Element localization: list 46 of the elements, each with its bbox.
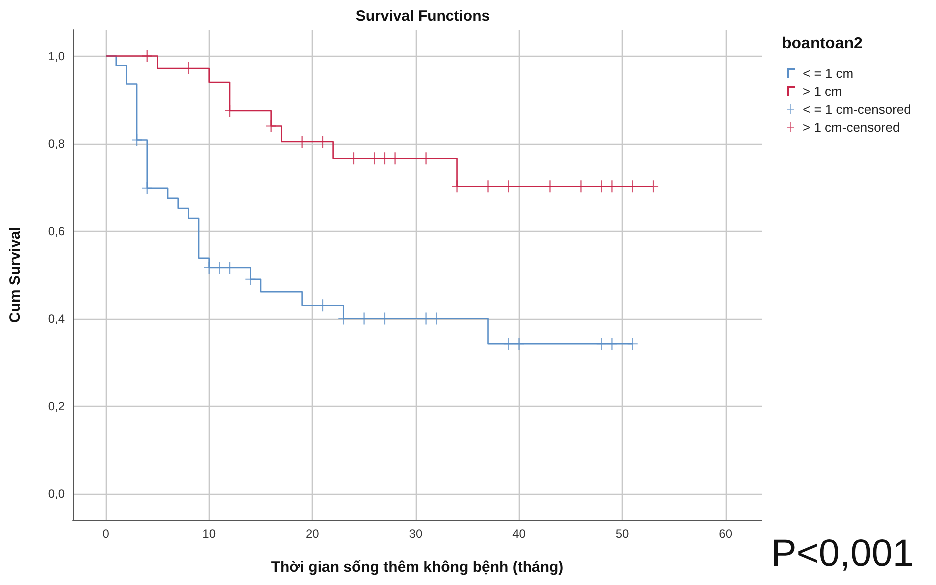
point: [596, 338, 607, 350]
y-axis-title: Cum Survival: [7, 227, 24, 323]
point: [596, 180, 607, 193]
x-tick-label: 40: [512, 527, 526, 541]
y-tick-label: 1,0: [48, 49, 66, 64]
point: [246, 273, 256, 286]
point: [390, 152, 400, 165]
point: [318, 300, 328, 312]
y-tick-label: 0,0: [48, 486, 66, 501]
x-tick-label: 50: [616, 527, 630, 541]
x-tick-label: 30: [409, 527, 423, 541]
x-tick-label: 60: [719, 527, 733, 541]
point: [607, 338, 618, 350]
y-tick-label: 0,8: [48, 136, 66, 151]
chart-title: Survival Functions: [356, 8, 490, 25]
point: [348, 152, 359, 165]
point: [607, 180, 618, 193]
point: [545, 180, 556, 193]
legend-label: > 1 cm-censored: [803, 120, 900, 135]
point: [628, 180, 638, 193]
legend-label: < = 1 cm-censored: [803, 102, 912, 117]
point: [421, 312, 432, 325]
legend-label: < = 1 cm: [803, 66, 854, 81]
legend-label: > 1 cm: [803, 84, 842, 99]
point: [452, 180, 462, 193]
y-tick-label: 0,4: [48, 312, 66, 326]
point: [421, 152, 432, 165]
x-tick-label: 20: [306, 527, 320, 541]
x-tick-label: 10: [202, 527, 216, 541]
point: [483, 180, 494, 193]
point: [628, 338, 638, 350]
y-tick-label: 0,2: [48, 399, 66, 414]
x-axis-title: Thời gian sống thêm không bệnh (tháng): [271, 559, 564, 576]
x-tick-label: 0: [102, 527, 110, 541]
point: [504, 180, 514, 193]
point: [359, 312, 370, 325]
point: [370, 152, 380, 165]
point: [514, 338, 524, 350]
point: [576, 180, 586, 193]
point: [142, 182, 152, 194]
point: [504, 338, 514, 350]
text: P<0,001: [771, 533, 914, 575]
legend-title: boantoan2: [782, 36, 863, 52]
point: [380, 152, 390, 165]
y-tick-label: 0,6: [48, 224, 66, 238]
point: [648, 180, 659, 193]
